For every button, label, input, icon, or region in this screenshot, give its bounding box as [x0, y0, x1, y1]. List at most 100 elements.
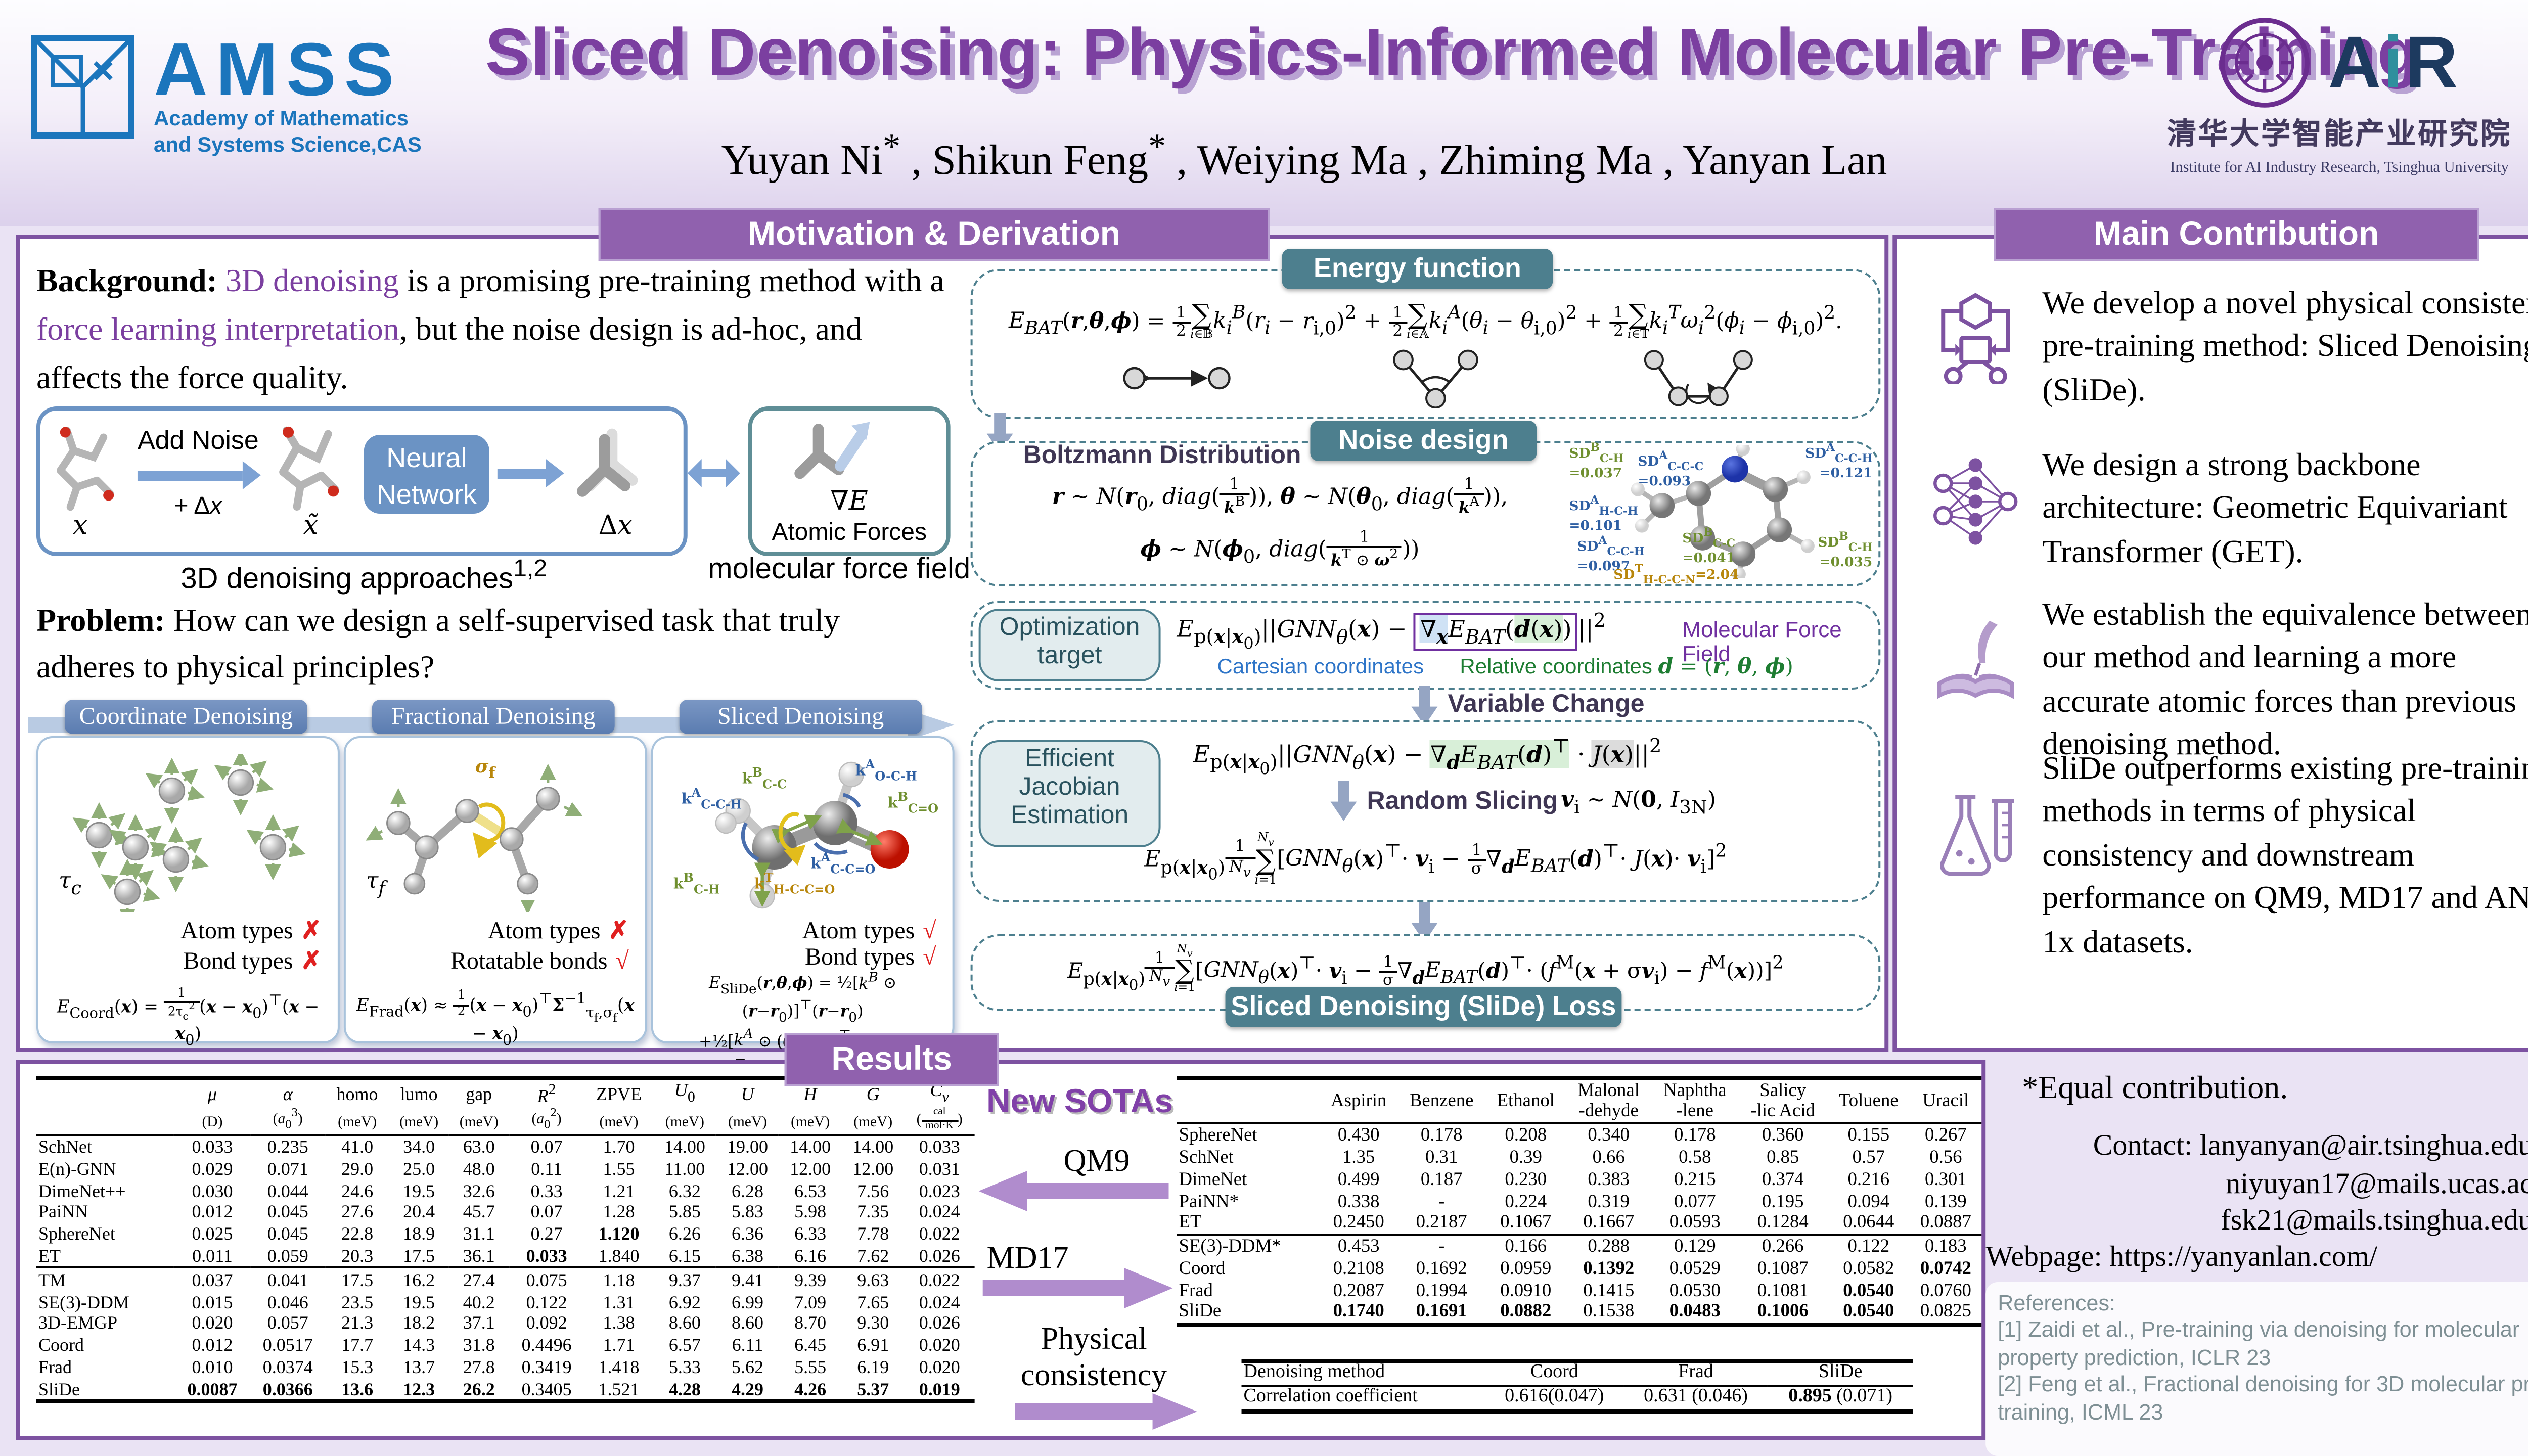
- table-row: SphereNet 0.430 0.178 0.208 0.340 0.178 0.360 0…: [1177, 1123, 1982, 1146]
- table-header-cell: Naphtha -lene: [1663, 1080, 1727, 1121]
- table-cell: 0.57: [1852, 1146, 1885, 1167]
- table-cell: 0.166: [1505, 1236, 1547, 1256]
- physical-label-line2: consistency: [1020, 1359, 1167, 1393]
- table-cell: 0.033: [919, 1136, 960, 1157]
- table-cell: 0.0087: [187, 1378, 238, 1399]
- table-cell: 0.077: [1674, 1190, 1716, 1211]
- table-header-cell: Benzene: [1409, 1090, 1474, 1111]
- table-cell: 4.28: [668, 1378, 701, 1399]
- row-name: DimeNet++: [38, 1180, 126, 1201]
- table-cell: 31.1: [463, 1223, 495, 1244]
- table-header-cell: U: [741, 1083, 754, 1104]
- webpage-link[interactable]: Webpage: https://yanyanlan.com/: [1985, 1242, 2378, 1274]
- background-paragraph: Background: 3D denoising is a promising …: [36, 259, 951, 404]
- table-row: SE(3)-DDM* 0.453 - 0.166 0.288 0.129 0.266 0.12…: [1177, 1234, 1982, 1257]
- table-cell: 0.010: [192, 1356, 233, 1377]
- table-header-cell: μ: [207, 1083, 217, 1104]
- table-cell: 0.1740: [1333, 1301, 1384, 1322]
- table-cell: 0.3419: [521, 1356, 572, 1377]
- table-cell: 45.7: [463, 1202, 495, 1222]
- row-name: PaiNN: [38, 1202, 88, 1222]
- contribution-frame: We develop a novel physical consistent p…: [1892, 235, 2528, 1052]
- table-cell: 1.70: [603, 1136, 635, 1157]
- air-chinese-name: 清华大学智能产业研究院: [2167, 119, 2512, 152]
- table-cell: 27.8: [463, 1356, 495, 1377]
- table-cell: 0.019: [919, 1378, 960, 1399]
- table-cell: 19.00: [727, 1136, 769, 1157]
- table-cell: 6.99: [732, 1291, 764, 1312]
- fractional-denoising-figure: [366, 763, 583, 912]
- k-label: kTH-C-C=O: [754, 872, 835, 898]
- optimization-formula: Ep(x|x0)||GNNθ(x) − ∇xEBAT(d(x)) ||2: [1177, 611, 1606, 654]
- table-cell: 6.33: [794, 1223, 827, 1244]
- table-cell: 63.0: [463, 1136, 495, 1157]
- table-cell: 0.66: [1592, 1146, 1625, 1167]
- coordinate-energy-formula: ECoord(x) = 1 2τc2 (x − x0)⊤(x − x0): [57, 987, 320, 1050]
- table-cell: 0.030: [192, 1180, 233, 1201]
- table-cell: 0.895 (0.071): [1788, 1387, 1893, 1408]
- table-cell: 7.35: [857, 1202, 889, 1222]
- table-cell: 14.00: [790, 1136, 831, 1157]
- table-cell: 0.07: [530, 1136, 563, 1157]
- plus-delta-x-label: + Δx: [174, 491, 222, 520]
- table-cell: 23.5: [341, 1291, 374, 1312]
- table-cell: 0.187: [1420, 1168, 1463, 1189]
- neural-network-icon: [1933, 458, 2018, 545]
- table-cell: 4.26: [794, 1378, 827, 1399]
- table-cell: 0.0530: [1669, 1279, 1721, 1300]
- check-atom-types: Atom types √: [802, 916, 936, 946]
- table-cell: 5.37: [857, 1378, 889, 1399]
- table-cell: 0.024: [919, 1202, 960, 1222]
- table-header-cell: Ethanol: [1497, 1090, 1555, 1111]
- table-cell: 6.19: [857, 1356, 889, 1377]
- relative-coordinates-text: Relative coordinates: [1460, 655, 1658, 679]
- neural-network-box: Neural Network: [364, 435, 489, 514]
- table-row: SliDe 0.1740 0.1691 0.0882 0.1538 0.0483 0.100…: [1177, 1300, 1982, 1322]
- amss-logo-block: AMSS Academy of Mathematics and Systems …: [28, 32, 422, 158]
- row-name: SphereNet: [1179, 1124, 1257, 1145]
- table-cell: 5.98: [794, 1202, 827, 1222]
- molecular-force-field-label: Molecular Force Field: [1682, 619, 1842, 668]
- table-cell: 1.28: [603, 1202, 635, 1222]
- table-cell: 6.57: [668, 1335, 701, 1355]
- table-row: Frad 0.010 0.0374 15.3 13.7 27.8 0.3419 1.418 5.…: [36, 1356, 975, 1378]
- table-row: Frad 0.2087 0.1994 0.0910 0.1415 0.0530 0.1081…: [1177, 1279, 1982, 1300]
- table-unit-cell: (meV): [459, 1112, 499, 1130]
- table-cell: 0.631 (0.046): [1644, 1387, 1748, 1408]
- table-cell: 6.92: [668, 1291, 701, 1312]
- flowchart-icon: [1941, 293, 2010, 384]
- section-tab-results: Results: [784, 1033, 999, 1086]
- table-cell: 7.09: [794, 1291, 827, 1312]
- table-cell: 0.2450: [1333, 1212, 1384, 1233]
- table-header-cell: α: [283, 1083, 293, 1104]
- motivation-frame: Background: 3D denoising is a promising …: [16, 235, 1889, 1085]
- noised-molecule-illustration: [279, 426, 339, 511]
- table-cell: 0.024: [919, 1291, 960, 1312]
- table-cell: 1.18: [603, 1269, 635, 1290]
- table-cell: 9.39: [794, 1269, 827, 1290]
- contribution-item-3: We establish the equivalence between our…: [2042, 599, 2528, 763]
- denoising-pipeline-box: Add Noise + Δx Neural Network x x̃ Δx: [36, 406, 688, 556]
- table-cell: 0.178: [1674, 1124, 1716, 1145]
- panel-tab-fractional: Fractional Denoising: [372, 700, 615, 734]
- table-cell: 0.11: [531, 1158, 562, 1179]
- row-name: Coord: [1179, 1257, 1226, 1278]
- table-cell: 0.0529: [1669, 1257, 1721, 1278]
- table-cell: 0.139: [1925, 1190, 1967, 1211]
- table-unit-cell: (meV): [791, 1112, 830, 1130]
- table-cell: 0.071: [267, 1158, 308, 1179]
- table-cell: 0.0825: [1920, 1301, 1971, 1322]
- table-header-cell: Coord: [1530, 1363, 1578, 1384]
- table-cell: 6.45: [794, 1335, 827, 1355]
- table-cell: 0.026: [919, 1313, 960, 1334]
- table-cell: 0.0882: [1500, 1301, 1552, 1322]
- check-label: Bond types: [804, 942, 915, 971]
- table-header-cell: U0: [674, 1080, 695, 1107]
- table-cell: 27.6: [341, 1202, 374, 1222]
- table-cell: 25.0: [403, 1158, 435, 1179]
- table-cell: 0.616(0.047): [1505, 1387, 1604, 1408]
- table-cell: 0.022: [919, 1223, 960, 1244]
- table-cell: 0.56: [1929, 1146, 1962, 1167]
- row-name: SphereNet: [38, 1223, 115, 1244]
